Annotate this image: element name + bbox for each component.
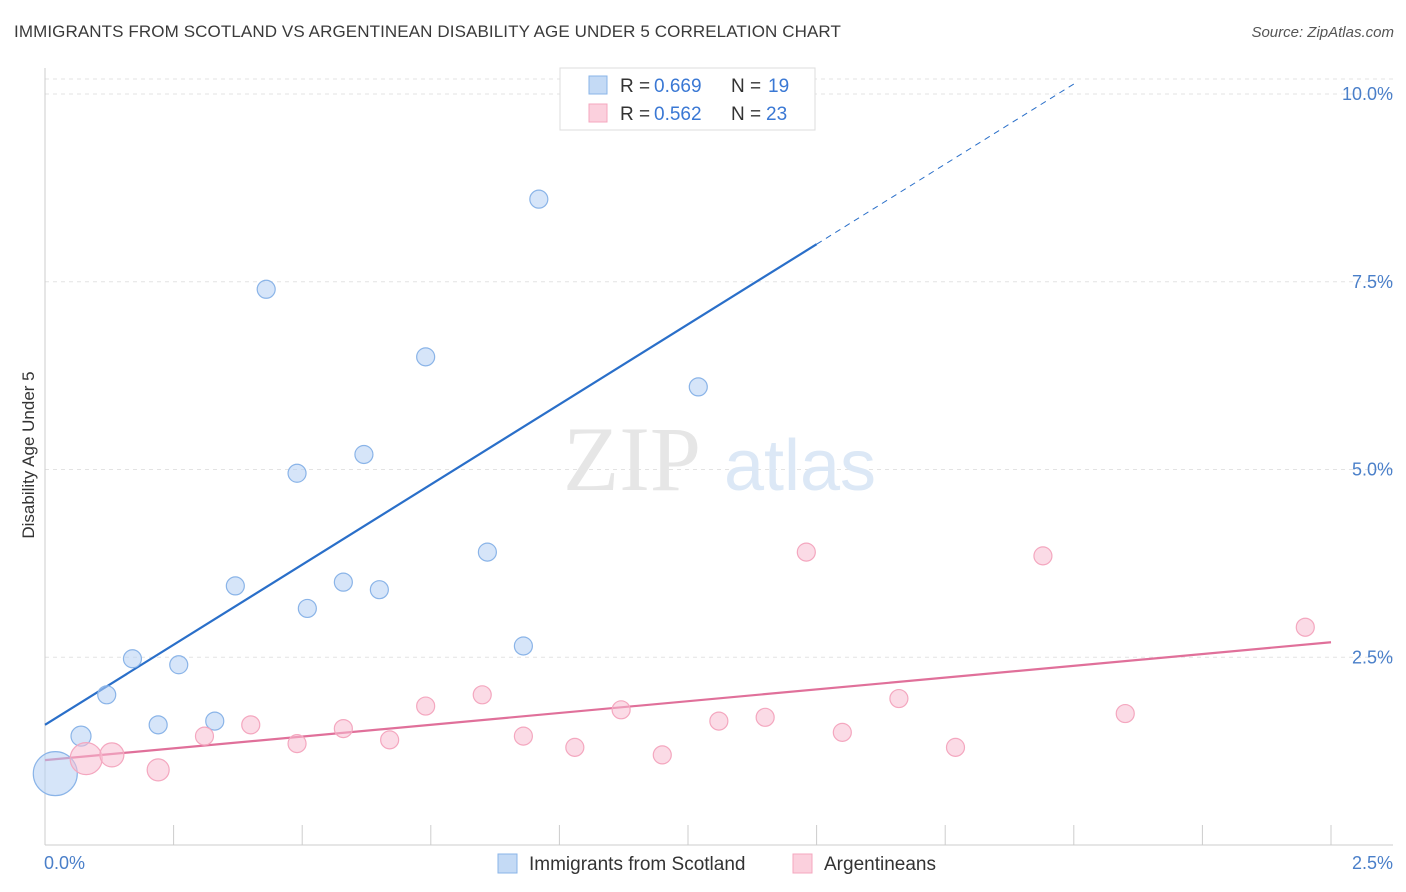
legend-r-label-argentineans: R =: [620, 104, 655, 125]
point-1-7: [380, 730, 400, 750]
point-0-11: [333, 572, 353, 592]
point-1-5: [287, 734, 307, 754]
point-1-6: [333, 718, 353, 739]
point-0-2: [97, 685, 117, 705]
trend-line-extension-0: [816, 83, 1075, 245]
point-1-22: [1295, 617, 1315, 637]
point-0-15: [477, 542, 497, 562]
point-1-0: [69, 742, 103, 776]
point-1-8: [416, 696, 436, 716]
point-0-17: [529, 189, 549, 209]
point-1-20: [1033, 546, 1053, 566]
x-tick-label-max: 2.5%: [1352, 853, 1393, 873]
bottom-legend-label-scotland: Immigrants from Scotland: [529, 854, 745, 875]
point-0-0: [32, 751, 78, 797]
trend-lines: [44, 83, 1332, 762]
point-1-1: [99, 742, 125, 768]
chart-title: IMMIGRANTS FROM SCOTLAND VS ARGENTINEAN …: [14, 22, 841, 41]
point-0-16: [513, 636, 533, 656]
point-0-6: [205, 711, 225, 731]
legend-n-label-argentineans: N =: [731, 104, 766, 125]
top-legend: R = 0.669 N = 19 R = 0.562 N = 23: [559, 67, 816, 131]
point-1-21: [1115, 703, 1135, 724]
point-0-9: [287, 463, 307, 483]
point-0-10: [297, 598, 317, 619]
point-1-9: [472, 685, 492, 705]
legend-swatch-scotland: [588, 75, 608, 95]
y-axis-title: Disability Age Under 5: [19, 371, 38, 538]
bottom-legend-swatch-scotland: [497, 853, 518, 874]
point-1-10: [513, 726, 533, 746]
point-0-14: [416, 347, 436, 367]
watermark-atlas: atlas: [724, 426, 876, 506]
point-1-12: [611, 700, 631, 720]
grid-lines: [45, 78, 1393, 658]
y-tick-labels: 2.5% 5.0% 7.5% 10.0%: [1342, 84, 1393, 667]
point-1-14: [709, 711, 729, 731]
y-tick-label-3: 10.0%: [1342, 84, 1393, 104]
source-label: Source: ZipAtlas.com: [1251, 24, 1394, 41]
point-0-13: [369, 580, 389, 600]
point-1-11: [565, 737, 585, 757]
y-tick-label-0: 2.5%: [1352, 647, 1393, 667]
legend-n-value-scotland: 19: [768, 76, 789, 97]
point-1-19: [945, 737, 966, 757]
legend-n-label-scotland: N =: [731, 76, 766, 97]
legend-r-value-scotland: 0.669: [654, 76, 702, 97]
legend-r-value-argentineans: 0.562: [654, 104, 702, 125]
legend-swatch-argentineans: [588, 103, 608, 123]
point-0-8: [256, 279, 276, 299]
y-tick-label-1: 5.0%: [1352, 460, 1393, 480]
data-points: [32, 189, 1315, 797]
point-1-4: [241, 715, 261, 735]
legend-r-label-scotland: R =: [620, 76, 655, 97]
x-tick-label-min: 0.0%: [44, 853, 85, 873]
point-1-2: [146, 758, 170, 782]
trend-line-0: [44, 243, 818, 726]
point-0-5: [169, 655, 189, 675]
bottom-legend-label-argentineans: Argentineans: [824, 854, 936, 875]
watermark-zip: ZIP: [563, 408, 701, 510]
axes: [44, 68, 1393, 846]
bottom-legend: Immigrants from Scotland Argentineans: [497, 853, 936, 875]
bottom-legend-swatch-argentineans: [792, 853, 813, 874]
point-0-7: [225, 576, 245, 596]
trend-line-1: [44, 641, 1332, 762]
point-1-18: [889, 688, 909, 709]
point-1-3: [194, 726, 215, 746]
point-0-4: [148, 715, 168, 735]
point-1-16: [796, 542, 816, 562]
point-1-17: [832, 722, 852, 742]
point-1-15: [755, 707, 775, 727]
y-tick-label-2: 7.5%: [1352, 272, 1393, 292]
point-1-13: [652, 745, 672, 765]
point-0-12: [354, 444, 374, 465]
point-0-18: [688, 377, 708, 397]
point-0-3: [122, 649, 143, 669]
legend-n-value-argentineans: 23: [766, 104, 787, 125]
